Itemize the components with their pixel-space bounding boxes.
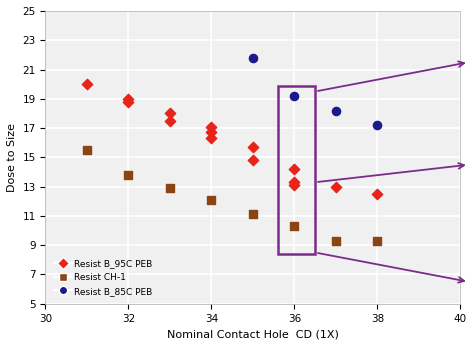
Resist B_95C PEB [125, 99, 132, 104]
X-axis label: Nominal Contact Hole  CD (1X): Nominal Contact Hole CD (1X) [167, 329, 339, 339]
Resist B_95C PEB [291, 180, 298, 185]
Resist B_95C PEB [208, 130, 215, 135]
Resist CH-1 [291, 224, 298, 229]
Resist B_95C PEB [83, 81, 91, 87]
Resist CH-1 [166, 185, 174, 191]
Resist B_95C PEB [374, 191, 381, 197]
Resist B_95C PEB [249, 157, 257, 163]
Resist CH-1 [332, 238, 340, 244]
Resist B_95C PEB [291, 182, 298, 188]
Resist B_95C PEB [291, 166, 298, 172]
Resist B_85C PEB [249, 55, 257, 61]
Legend: Resist B_95C PEB, Resist CH-1, Resist B_85C PEB: Resist B_95C PEB, Resist CH-1, Resist B_… [50, 256, 156, 299]
Resist B_95C PEB [208, 136, 215, 141]
Bar [278, 85, 315, 254]
Resist B_95C PEB [332, 184, 340, 189]
Resist CH-1 [125, 172, 132, 178]
Resist B_95C PEB [166, 118, 174, 124]
Resist B_85C PEB [374, 122, 381, 128]
Resist CH-1 [83, 147, 91, 153]
Resist B_85C PEB [291, 93, 298, 99]
Resist CH-1 [374, 238, 381, 244]
Y-axis label: Dose to Size: Dose to Size [7, 123, 17, 192]
Resist B_95C PEB [166, 111, 174, 116]
Resist B_85C PEB [332, 108, 340, 113]
Resist B_95C PEB [249, 144, 257, 150]
Resist CH-1 [208, 197, 215, 203]
Resist B_95C PEB [125, 96, 132, 102]
Resist CH-1 [249, 212, 257, 217]
Resist B_95C PEB [208, 124, 215, 129]
